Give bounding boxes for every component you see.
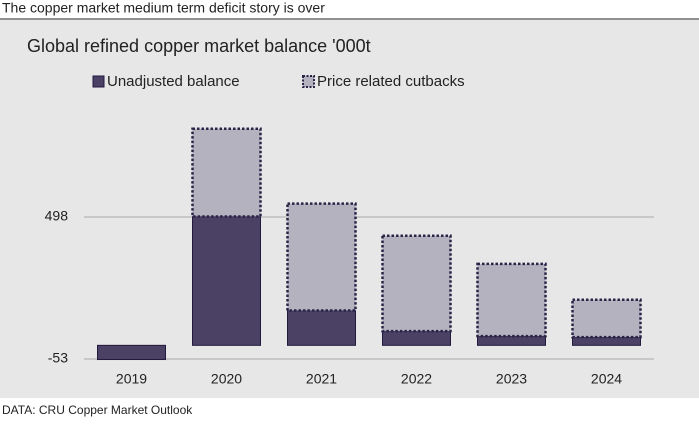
- legend-label: Price related cutbacks: [317, 73, 465, 90]
- header: The copper market medium term deficit st…: [2, 0, 325, 16]
- bar-segment: [477, 335, 546, 346]
- bar-segment: [286, 202, 357, 312]
- footer: DATA: CRU Copper Market Outlook: [2, 403, 193, 417]
- x-tick-label: 2022: [401, 371, 432, 387]
- bar-segment: [192, 215, 261, 346]
- legend-label: Unadjusted balance: [107, 73, 240, 90]
- bar-segment: [97, 344, 166, 361]
- x-tick-label: 2019: [116, 371, 147, 387]
- bar-segment: [382, 330, 451, 346]
- bar-segment: [476, 262, 547, 338]
- x-tick-label: 2024: [591, 371, 622, 387]
- bar-segment: [571, 298, 642, 339]
- x-tick-label: 2021: [306, 371, 337, 387]
- chart-title: Global refined copper market balance '00…: [27, 36, 371, 56]
- bar-segment: [287, 310, 356, 346]
- x-tick-label: 2023: [496, 371, 527, 387]
- bar-segment: [191, 127, 262, 218]
- legend-swatch: [302, 75, 315, 88]
- x-tick-label: 2020: [211, 371, 242, 387]
- legend-swatch: [92, 75, 105, 88]
- y-tick-label: -53: [48, 350, 68, 366]
- y-tick-label: 498: [45, 208, 69, 224]
- bar-segment: [381, 234, 452, 333]
